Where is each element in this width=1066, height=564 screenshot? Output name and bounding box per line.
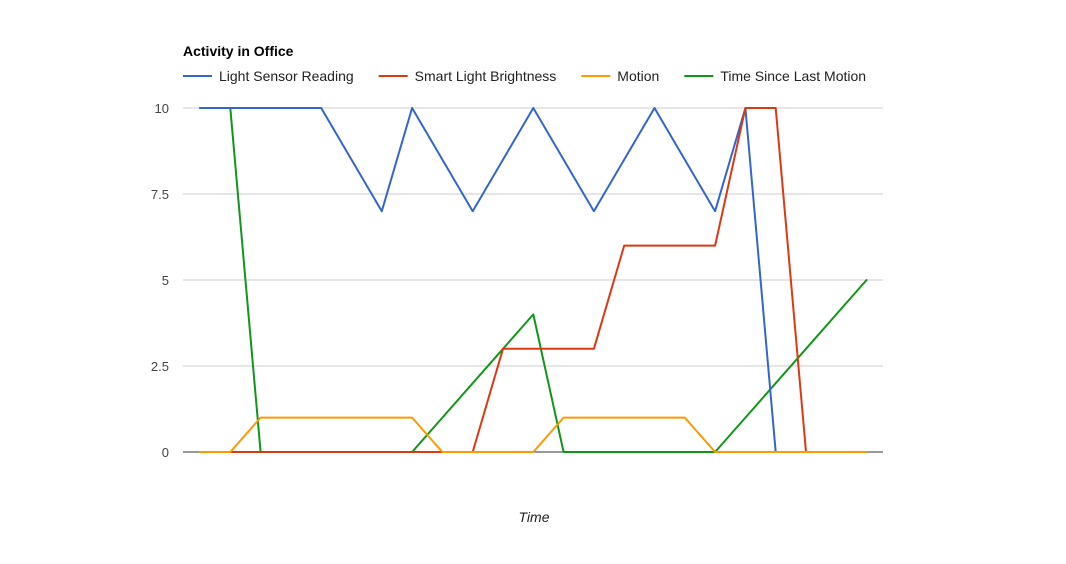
y-tick-label: 7.5 xyxy=(151,187,169,202)
y-tick-label: 10 xyxy=(155,101,169,116)
legend-item[interactable]: Light Sensor Reading xyxy=(183,68,354,84)
x-axis-title: Time xyxy=(519,509,550,525)
legend-item[interactable]: Motion xyxy=(581,68,659,84)
legend-label: Motion xyxy=(617,68,659,84)
legend-item[interactable]: Time Since Last Motion xyxy=(684,68,866,84)
series-line-smart-light-brightness[interactable] xyxy=(199,107,868,453)
series-line-motion[interactable] xyxy=(199,416,868,453)
legend-label: Time Since Last Motion xyxy=(720,68,866,84)
series-group xyxy=(199,107,868,453)
chart-title: Activity in Office xyxy=(183,43,294,59)
y-axis: 0 2.5 5 7.5 10 xyxy=(151,101,169,460)
y-tick-label: 2.5 xyxy=(151,359,169,374)
legend: Light Sensor Reading Smart Light Brightne… xyxy=(183,68,866,84)
legend-label: Smart Light Brightness xyxy=(415,68,557,84)
y-tick-label: 0 xyxy=(162,445,169,460)
legend-label: Light Sensor Reading xyxy=(219,68,354,84)
gridlines xyxy=(183,107,883,453)
series-line-light-sensor-reading[interactable] xyxy=(199,107,868,453)
y-tick-label: 5 xyxy=(162,273,169,288)
legend-item[interactable]: Smart Light Brightness xyxy=(378,68,557,84)
